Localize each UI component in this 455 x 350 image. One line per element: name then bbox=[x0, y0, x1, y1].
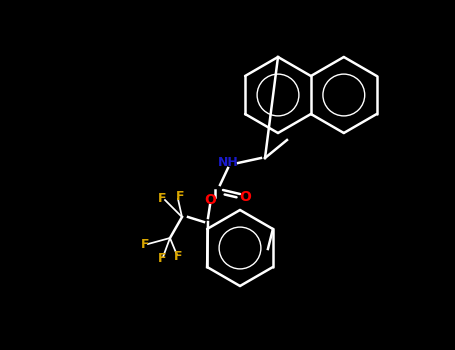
Text: F: F bbox=[176, 189, 184, 203]
Text: NH: NH bbox=[217, 156, 238, 169]
Text: F: F bbox=[174, 250, 182, 262]
Text: O: O bbox=[204, 193, 216, 207]
Text: O: O bbox=[239, 190, 251, 204]
Text: F: F bbox=[158, 191, 166, 204]
Text: F: F bbox=[141, 238, 149, 252]
Text: F: F bbox=[158, 252, 166, 265]
